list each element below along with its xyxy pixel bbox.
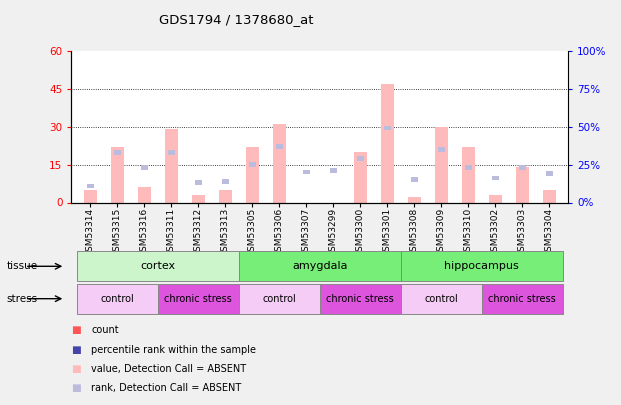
Bar <box>168 150 175 155</box>
Text: ■: ■ <box>71 364 81 374</box>
Bar <box>276 144 283 149</box>
Bar <box>438 147 445 151</box>
Bar <box>86 183 94 188</box>
Text: count: count <box>91 325 119 335</box>
Text: control: control <box>424 294 458 304</box>
Text: ■: ■ <box>71 345 81 354</box>
Bar <box>356 156 364 161</box>
Bar <box>165 129 178 202</box>
Text: hippocampus: hippocampus <box>445 261 519 271</box>
Bar <box>546 171 553 176</box>
Bar <box>302 170 310 175</box>
Bar <box>84 190 97 202</box>
Bar <box>330 168 337 173</box>
Text: ■: ■ <box>71 384 81 393</box>
Bar <box>273 124 286 202</box>
Bar <box>138 187 151 202</box>
Text: stress: stress <box>6 294 37 304</box>
Bar <box>492 176 499 181</box>
Text: amygdala: amygdala <box>292 261 348 271</box>
Text: chronic stress: chronic stress <box>489 294 556 304</box>
Bar <box>222 179 229 183</box>
Text: rank, Detection Call = ABSENT: rank, Detection Call = ABSENT <box>91 384 242 393</box>
Bar <box>114 150 121 155</box>
Text: percentile rank within the sample: percentile rank within the sample <box>91 345 256 354</box>
Bar <box>407 198 421 202</box>
Text: GDS1794 / 1378680_at: GDS1794 / 1378680_at <box>159 13 313 26</box>
Text: chronic stress: chronic stress <box>327 294 394 304</box>
Bar <box>515 167 529 202</box>
Text: tissue: tissue <box>6 261 37 271</box>
Text: value, Detection Call = ABSENT: value, Detection Call = ABSENT <box>91 364 247 374</box>
Bar <box>435 126 448 202</box>
Bar <box>140 165 148 170</box>
Bar <box>353 152 367 202</box>
Bar <box>245 147 259 202</box>
Bar <box>219 190 232 202</box>
Bar <box>410 177 418 182</box>
Bar <box>465 165 472 170</box>
Bar <box>384 126 391 130</box>
Bar <box>519 165 526 170</box>
Bar <box>543 190 556 202</box>
Text: chronic stress: chronic stress <box>165 294 232 304</box>
Bar <box>461 147 475 202</box>
Bar <box>194 181 202 185</box>
Text: ■: ■ <box>71 325 81 335</box>
Text: control: control <box>101 294 134 304</box>
Bar <box>248 162 256 167</box>
Text: control: control <box>263 294 296 304</box>
Bar <box>111 147 124 202</box>
Bar <box>191 195 205 202</box>
Text: cortex: cortex <box>140 261 175 271</box>
Bar <box>489 195 502 202</box>
Bar <box>381 83 394 202</box>
